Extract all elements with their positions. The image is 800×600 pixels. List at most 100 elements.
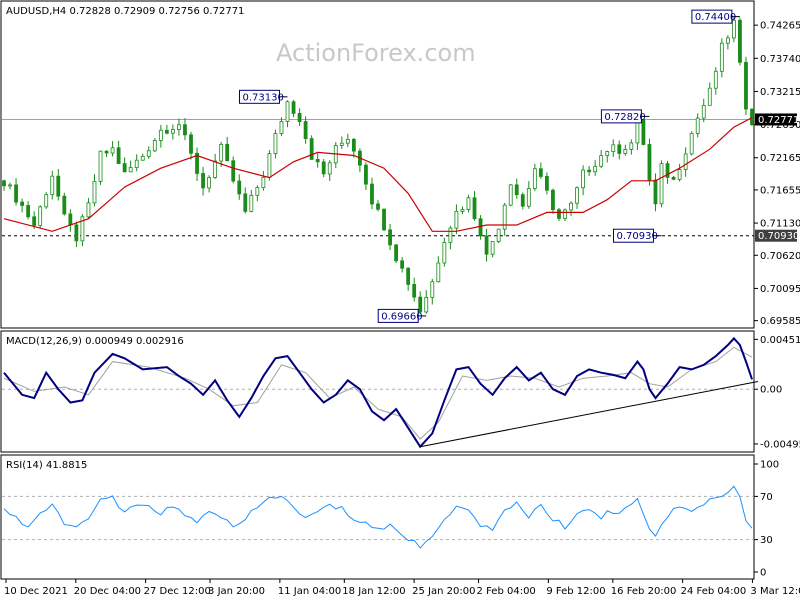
candle-body bbox=[514, 184, 519, 196]
candle-body bbox=[460, 209, 465, 212]
candle-body bbox=[400, 260, 405, 269]
candle-body bbox=[532, 168, 537, 189]
candle-body bbox=[225, 143, 230, 162]
candle-body bbox=[171, 129, 175, 134]
candle-body bbox=[593, 165, 598, 173]
macd-series bbox=[2, 336, 759, 449]
candle-body bbox=[466, 197, 471, 210]
candle-body bbox=[744, 61, 748, 110]
candle-body bbox=[611, 144, 616, 152]
candle-body bbox=[563, 209, 567, 219]
candle-body bbox=[128, 167, 133, 173]
candle-body bbox=[581, 169, 585, 189]
time-tick-label: 3 Mar 12:00 bbox=[750, 586, 800, 597]
candle-body bbox=[309, 138, 314, 160]
candle-body bbox=[68, 213, 73, 226]
candle-body bbox=[454, 210, 459, 229]
candle-body bbox=[508, 184, 513, 206]
candle-body bbox=[750, 108, 754, 125]
candle-body bbox=[424, 296, 429, 313]
price-tick-label: 0.72690 bbox=[760, 120, 800, 131]
candle-body bbox=[526, 188, 531, 207]
time-tick-label: 24 Feb 04:00 bbox=[681, 586, 747, 597]
candle-body bbox=[279, 121, 284, 134]
candle-body bbox=[158, 129, 163, 141]
candle-body bbox=[665, 163, 670, 178]
candle-body bbox=[50, 175, 55, 196]
candle-body bbox=[86, 202, 91, 218]
candle-body bbox=[327, 162, 332, 175]
candle-body bbox=[472, 197, 477, 220]
macd-tick-label: 0.00 bbox=[760, 385, 782, 396]
candle-body bbox=[92, 180, 97, 204]
candle-body bbox=[201, 173, 205, 189]
candle-body bbox=[116, 147, 121, 165]
candle-body bbox=[98, 150, 103, 182]
candle-body bbox=[62, 195, 67, 215]
candle-body bbox=[370, 183, 374, 205]
candle-body bbox=[104, 150, 109, 154]
time-tick-label: 25 Jan 20:00 bbox=[412, 586, 475, 597]
candle-body bbox=[490, 241, 495, 255]
candle-body bbox=[448, 227, 453, 243]
candle-body bbox=[110, 147, 115, 154]
macd-panel-frame bbox=[0, 330, 755, 453]
price-panel-frame bbox=[0, 0, 755, 329]
candle-body bbox=[647, 144, 652, 181]
candle-body bbox=[575, 187, 579, 204]
candle-body bbox=[20, 201, 24, 206]
price-tick-label: 0.71130 bbox=[760, 219, 800, 230]
price-tick-label: 0.74265 bbox=[760, 21, 800, 32]
candle-body bbox=[297, 112, 302, 122]
watermark: ActionForex.com bbox=[276, 39, 476, 67]
annotation-label: 0.70930 bbox=[616, 231, 657, 242]
candle-body bbox=[538, 168, 543, 177]
annotation-box bbox=[612, 228, 654, 243]
price-tick-label: 0.73215 bbox=[760, 87, 800, 98]
candle-body bbox=[484, 235, 489, 255]
candle-body bbox=[152, 140, 157, 152]
candle-body bbox=[303, 121, 308, 139]
price-legend: AUDUSD,H4 0.72828 0.72909 0.72756 0.7277… bbox=[6, 6, 244, 17]
candle-body bbox=[599, 155, 604, 167]
candle-body bbox=[249, 194, 254, 212]
annotation-box bbox=[600, 109, 642, 124]
candle-body bbox=[707, 87, 712, 106]
candle-body bbox=[502, 204, 507, 230]
candle-body bbox=[436, 262, 441, 283]
candle-body bbox=[732, 19, 736, 39]
candle-body bbox=[237, 180, 242, 195]
candle-body bbox=[32, 216, 37, 226]
annotation-label: 0.72820 bbox=[604, 112, 645, 123]
candle-body bbox=[2, 180, 6, 187]
candle-body bbox=[569, 202, 573, 211]
annotation-label: 0.73130 bbox=[242, 92, 283, 103]
candle-body bbox=[617, 144, 622, 154]
candle-body bbox=[388, 229, 392, 246]
annotation-label: 0.69660 bbox=[381, 311, 422, 322]
macd-legend: MACD(12,26,9) 0.000949 0.002916 bbox=[6, 336, 184, 347]
price-tick-label: 0.70620 bbox=[760, 251, 800, 262]
time-tick-label: 27 Dec 12:00 bbox=[144, 586, 211, 597]
candle-body bbox=[14, 184, 18, 203]
price-series bbox=[2, 17, 754, 314]
candle-body bbox=[122, 163, 127, 173]
candle-body bbox=[219, 143, 224, 162]
rsi-line bbox=[3, 485, 753, 549]
rsi-tick-label: 70 bbox=[760, 492, 773, 503]
candle-body bbox=[671, 177, 676, 180]
price-tick-label: 0.70095 bbox=[760, 284, 800, 295]
candle-body bbox=[189, 134, 193, 154]
annotation-box bbox=[238, 89, 280, 104]
candle-body bbox=[713, 70, 718, 89]
candle-body bbox=[641, 119, 646, 145]
time-tick-label: 11 Jan 04:00 bbox=[278, 586, 341, 597]
candle-body bbox=[725, 37, 730, 44]
macd-tick-label: 0.004517 bbox=[760, 335, 800, 346]
time-tick-label: 20 Dec 04:00 bbox=[74, 586, 141, 597]
candle-body bbox=[418, 296, 423, 313]
price-annotations: 0.74400 0.73130 0.72820 0.70930 0.69660 0.727… bbox=[238, 9, 799, 323]
candle-body bbox=[382, 208, 386, 231]
candle-body bbox=[351, 138, 356, 152]
